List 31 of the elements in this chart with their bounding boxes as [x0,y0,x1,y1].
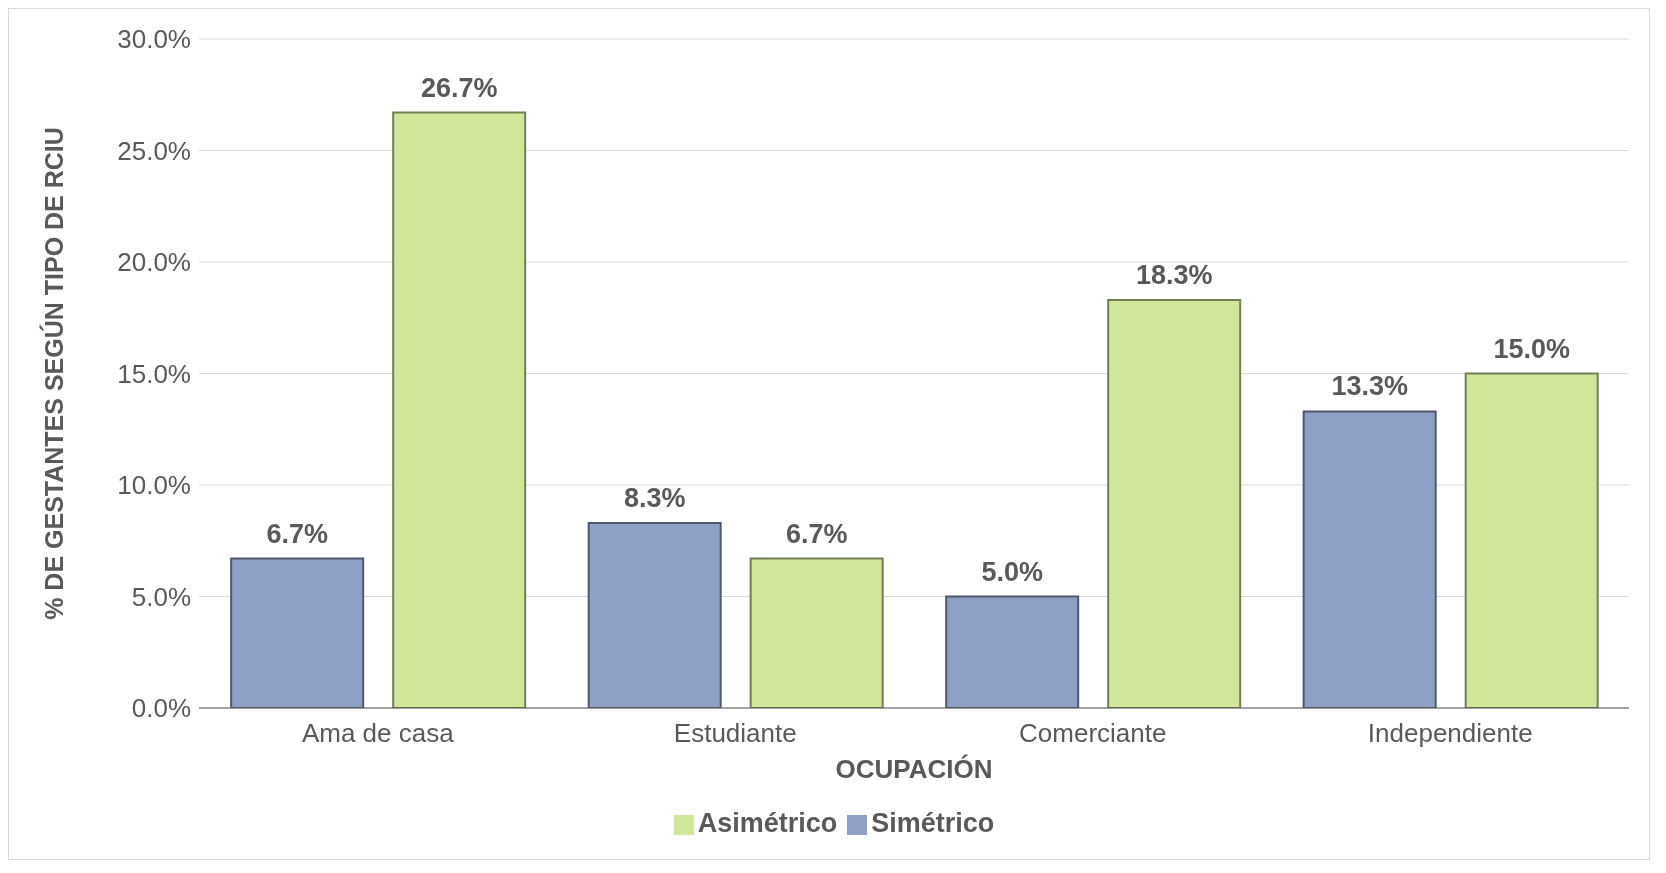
y-tick-label: 5.0% [131,581,191,612]
bar [1107,298,1242,708]
bar [1302,410,1437,708]
legend-label: Simétrico [871,808,995,838]
legend-label: Asimétrico [697,808,838,838]
y-tick-label: 30.0% [117,24,191,55]
bar [392,111,527,708]
data-label: 6.7% [785,518,848,549]
y-tick-label: 10.0% [117,470,191,501]
data-label: 15.0% [1493,333,1570,364]
data-label: 26.7% [420,72,498,103]
y-tick-label: 25.0% [117,135,191,166]
data-label: 6.7% [266,518,328,549]
bar [1464,372,1599,708]
bar [749,557,884,708]
data-label: 13.3% [1331,371,1408,402]
y-tick-label: 15.0% [117,358,191,389]
data-label: 8.3% [623,482,686,513]
data-label: 18.3% [1135,259,1213,290]
y-tick-label: 0.0% [131,693,191,724]
x-tick-label: Independiente [1367,718,1533,749]
bar [230,557,365,708]
x-tick-label: Estudiante [673,718,797,749]
x-tick-label: Ama de casa [301,718,455,749]
y-tick-label: 20.0% [117,247,191,278]
y-axis-title: % DE GESTANTES SEGÚN TIPO DE RCIU [38,127,68,620]
bar [945,595,1080,708]
bar [587,521,722,708]
x-axis-title: OCUPACIÓN [835,754,993,784]
x-tick-label: Comerciante [1019,718,1167,749]
data-label: 5.0% [981,556,1043,587]
